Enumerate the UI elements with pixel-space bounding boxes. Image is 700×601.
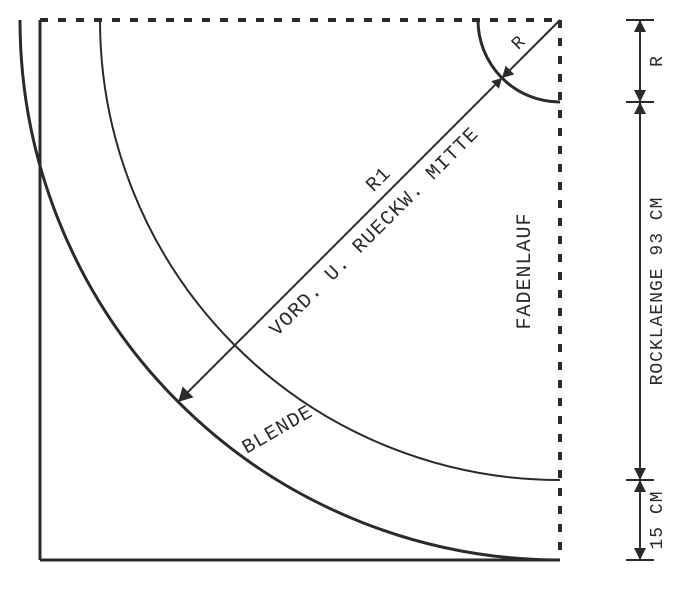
- dim-arrow: [634, 468, 646, 480]
- dim-arrow: [634, 480, 646, 492]
- pattern-diagram: R R1VORD. U. RUECKW. MITTE BLENDE FADENLAUF…: [0, 0, 700, 601]
- label-fadenlauf: FADENLAUF: [514, 212, 537, 329]
- diagram-root: R R1VORD. U. RUECKW. MITTE BLENDE FADENLAUF…: [0, 0, 700, 601]
- dim-arrow: [634, 102, 646, 114]
- dim-arrow: [634, 90, 646, 102]
- label-mitte: VORD. U. RUECKW. MITTE: [266, 123, 485, 342]
- dim-arrow: [634, 20, 646, 32]
- dim-label-15cm: 15 CM: [648, 490, 668, 549]
- label-r1: R1: [362, 163, 397, 198]
- label-blende: BLENDE: [239, 401, 318, 460]
- dim-label-r: R: [648, 55, 668, 67]
- dim-label-rocklaenge: ROCKLAENGE 93 CM: [648, 197, 668, 386]
- dim-arrow: [634, 548, 646, 560]
